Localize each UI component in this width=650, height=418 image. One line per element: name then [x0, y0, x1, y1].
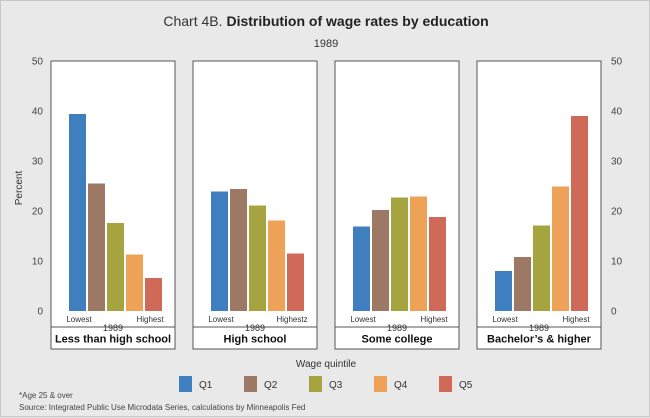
panel-label: Less than high school: [55, 334, 171, 346]
panel-label: High school: [224, 334, 287, 346]
bar-q5: [429, 217, 446, 311]
bar-q1: [353, 226, 370, 311]
panel-year-label: 1989: [245, 323, 265, 333]
panel-label: Some college: [362, 334, 433, 346]
bar-q3: [107, 223, 124, 311]
chart-subtitle: 1989: [314, 38, 338, 50]
panel-highest-label: Highestz: [276, 315, 307, 324]
panel-lowest-label: Lowest: [492, 315, 518, 324]
panel-year-label: 1989: [103, 323, 123, 333]
panel-year-label: 1989: [387, 323, 407, 333]
y-tick-label-right: 0: [611, 307, 617, 318]
bar-q4: [268, 220, 285, 311]
panel-lowest-label: Lowest: [208, 315, 234, 324]
y-tick-label-right: 10: [611, 257, 623, 268]
chart-title-prefix: Chart 4B.: [163, 13, 222, 29]
legend-swatch-q3: [309, 376, 322, 392]
bar-q1: [69, 114, 86, 311]
bar-q5: [287, 253, 304, 311]
bar-q2: [372, 210, 389, 311]
panel-highest-label: Highest: [562, 315, 590, 324]
panel-lowest-label: Lowest: [350, 315, 376, 324]
legend-label-q3: Q3: [329, 380, 343, 391]
legend-swatch-q4: [374, 376, 387, 392]
y-tick-label-right: 50: [611, 57, 623, 68]
bar-q3: [391, 197, 408, 311]
y-tick-label-left: 10: [32, 257, 44, 268]
bar-q2: [514, 257, 531, 311]
x-axis-title: Wage quintile: [296, 359, 357, 370]
y-tick-label-right: 30: [611, 157, 623, 168]
panel-year-label: 1989: [529, 323, 549, 333]
bar-q4: [552, 186, 569, 311]
legend-swatch-q1: [179, 376, 192, 392]
footnote-age: *Age 25 & over: [19, 391, 73, 400]
bar-q3: [249, 205, 266, 311]
legend-label-q2: Q2: [264, 380, 278, 391]
chart-title-main: Distribution of wage rates by education: [226, 13, 488, 29]
y-tick-label-left: 30: [32, 157, 44, 168]
bar-q4: [410, 196, 427, 311]
bar-q3: [533, 225, 550, 311]
panel-highest-label: Highest: [420, 315, 448, 324]
bar-q1: [495, 271, 512, 311]
panel-label: Bachelor’s & higher: [487, 334, 592, 346]
panel-highest-label: Highest: [136, 315, 164, 324]
bar-q4: [126, 254, 143, 311]
y-tick-label-left: 0: [37, 307, 43, 318]
legend-label-q5: Q5: [459, 380, 473, 391]
y-tick-label-left: 50: [32, 57, 44, 68]
y-tick-label-left: 20: [32, 207, 44, 218]
y-tick-label-left: 40: [32, 107, 44, 118]
y-axis-title: Percent: [14, 171, 25, 206]
bar-q1: [211, 191, 228, 311]
panel-lowest-label: Lowest: [66, 315, 92, 324]
legend-label-q1: Q1: [199, 380, 213, 391]
y-tick-label-right: 20: [611, 207, 623, 218]
footnote-source: Source: Integrated Public Use Microdata …: [19, 403, 305, 412]
y-tick-label-right: 40: [611, 107, 623, 118]
bar-q2: [230, 189, 247, 311]
bar-q2: [88, 183, 105, 311]
chart-title: Chart 4B. Distribution of wage rates by e…: [163, 13, 488, 29]
legend-label-q4: Q4: [394, 380, 408, 391]
bar-q5: [571, 116, 588, 311]
bar-q5: [145, 278, 162, 311]
legend-swatch-q5: [439, 376, 452, 392]
legend-swatch-q2: [244, 376, 257, 392]
